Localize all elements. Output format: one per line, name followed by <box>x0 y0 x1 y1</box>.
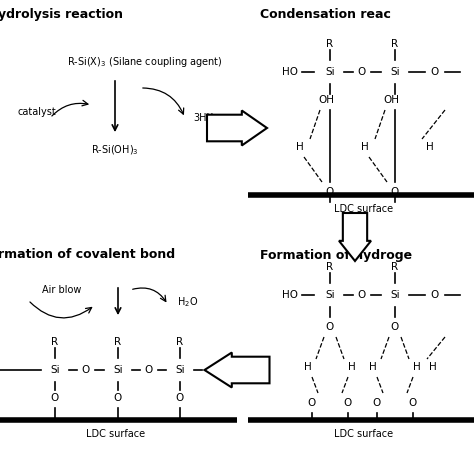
Text: H$_2$O: H$_2$O <box>177 295 199 309</box>
Text: H: H <box>369 362 377 372</box>
Polygon shape <box>339 213 371 261</box>
Text: O: O <box>431 290 439 300</box>
Text: O: O <box>114 393 122 403</box>
Text: O: O <box>326 322 334 332</box>
Text: O: O <box>431 67 439 77</box>
Text: Formation of hydroge: Formation of hydroge <box>260 248 412 262</box>
Text: O: O <box>358 67 366 77</box>
Text: O: O <box>326 187 334 197</box>
Polygon shape <box>207 110 267 146</box>
Text: 3HX: 3HX <box>193 113 213 123</box>
Text: H: H <box>429 362 437 372</box>
Text: catalyst: catalyst <box>18 107 57 117</box>
Text: Si: Si <box>113 365 123 375</box>
Text: HO: HO <box>282 290 298 300</box>
Text: O: O <box>176 393 184 403</box>
Text: R: R <box>327 262 334 272</box>
Text: Si: Si <box>325 67 335 77</box>
Text: Si: Si <box>390 67 400 77</box>
Text: O: O <box>82 365 90 375</box>
Text: Air blow: Air blow <box>42 285 82 295</box>
Text: R-Si(OH)$_3$: R-Si(OH)$_3$ <box>91 143 139 157</box>
Text: LDC surface: LDC surface <box>335 429 393 439</box>
Text: OH: OH <box>383 95 399 105</box>
Text: H: H <box>426 142 434 152</box>
Text: R: R <box>392 262 399 272</box>
Text: O: O <box>409 398 417 408</box>
Text: Si: Si <box>50 365 60 375</box>
Text: OH: OH <box>208 365 224 375</box>
Text: rmation of covalent bond: rmation of covalent bond <box>0 248 175 262</box>
Polygon shape <box>204 353 270 388</box>
Text: LDC surface: LDC surface <box>335 204 393 214</box>
Text: R-Si(X)$_3$ (Silane coupling agent): R-Si(X)$_3$ (Silane coupling agent) <box>67 55 223 69</box>
Text: H: H <box>296 142 304 152</box>
Text: R: R <box>114 337 121 347</box>
Text: ydrolysis reaction: ydrolysis reaction <box>0 8 123 20</box>
Text: O: O <box>391 322 399 332</box>
Text: O: O <box>373 398 381 408</box>
Text: O: O <box>308 398 316 408</box>
Text: Si: Si <box>325 290 335 300</box>
Text: Si: Si <box>175 365 185 375</box>
Text: O: O <box>391 187 399 197</box>
Text: Condensation reac: Condensation reac <box>260 8 391 20</box>
Text: R: R <box>176 337 183 347</box>
Text: Si: Si <box>390 290 400 300</box>
Text: OH: OH <box>318 95 334 105</box>
Text: R: R <box>392 39 399 49</box>
Text: O: O <box>145 365 153 375</box>
Text: HO: HO <box>282 67 298 77</box>
Text: H: H <box>348 362 356 372</box>
Text: H: H <box>361 142 369 152</box>
Text: O: O <box>51 393 59 403</box>
Text: R: R <box>327 39 334 49</box>
Text: O: O <box>344 398 352 408</box>
Text: R: R <box>52 337 59 347</box>
Text: O: O <box>358 290 366 300</box>
Text: LDC surface: LDC surface <box>86 429 146 439</box>
Text: H: H <box>413 362 421 372</box>
Text: H: H <box>304 362 312 372</box>
